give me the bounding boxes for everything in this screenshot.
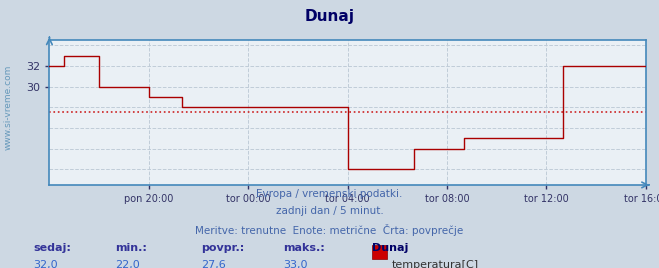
- Text: Meritve: trenutne  Enote: metrične  Črta: povprečje: Meritve: trenutne Enote: metrične Črta: …: [195, 224, 464, 236]
- Text: 33,0: 33,0: [283, 260, 308, 268]
- Text: min.:: min.:: [115, 243, 147, 252]
- Text: Dunaj: Dunaj: [304, 9, 355, 24]
- Text: 32,0: 32,0: [33, 260, 57, 268]
- Text: maks.:: maks.:: [283, 243, 325, 252]
- Text: zadnji dan / 5 minut.: zadnji dan / 5 minut.: [275, 206, 384, 216]
- Text: 22,0: 22,0: [115, 260, 140, 268]
- Text: sedaj:: sedaj:: [33, 243, 71, 252]
- Text: Evropa / vremenski podatki.: Evropa / vremenski podatki.: [256, 189, 403, 199]
- Text: 27,6: 27,6: [201, 260, 226, 268]
- Text: www.si-vreme.com: www.si-vreme.com: [3, 65, 13, 150]
- Text: temperatura[C]: temperatura[C]: [392, 260, 479, 268]
- Text: povpr.:: povpr.:: [201, 243, 244, 252]
- Text: Dunaj: Dunaj: [372, 243, 409, 252]
